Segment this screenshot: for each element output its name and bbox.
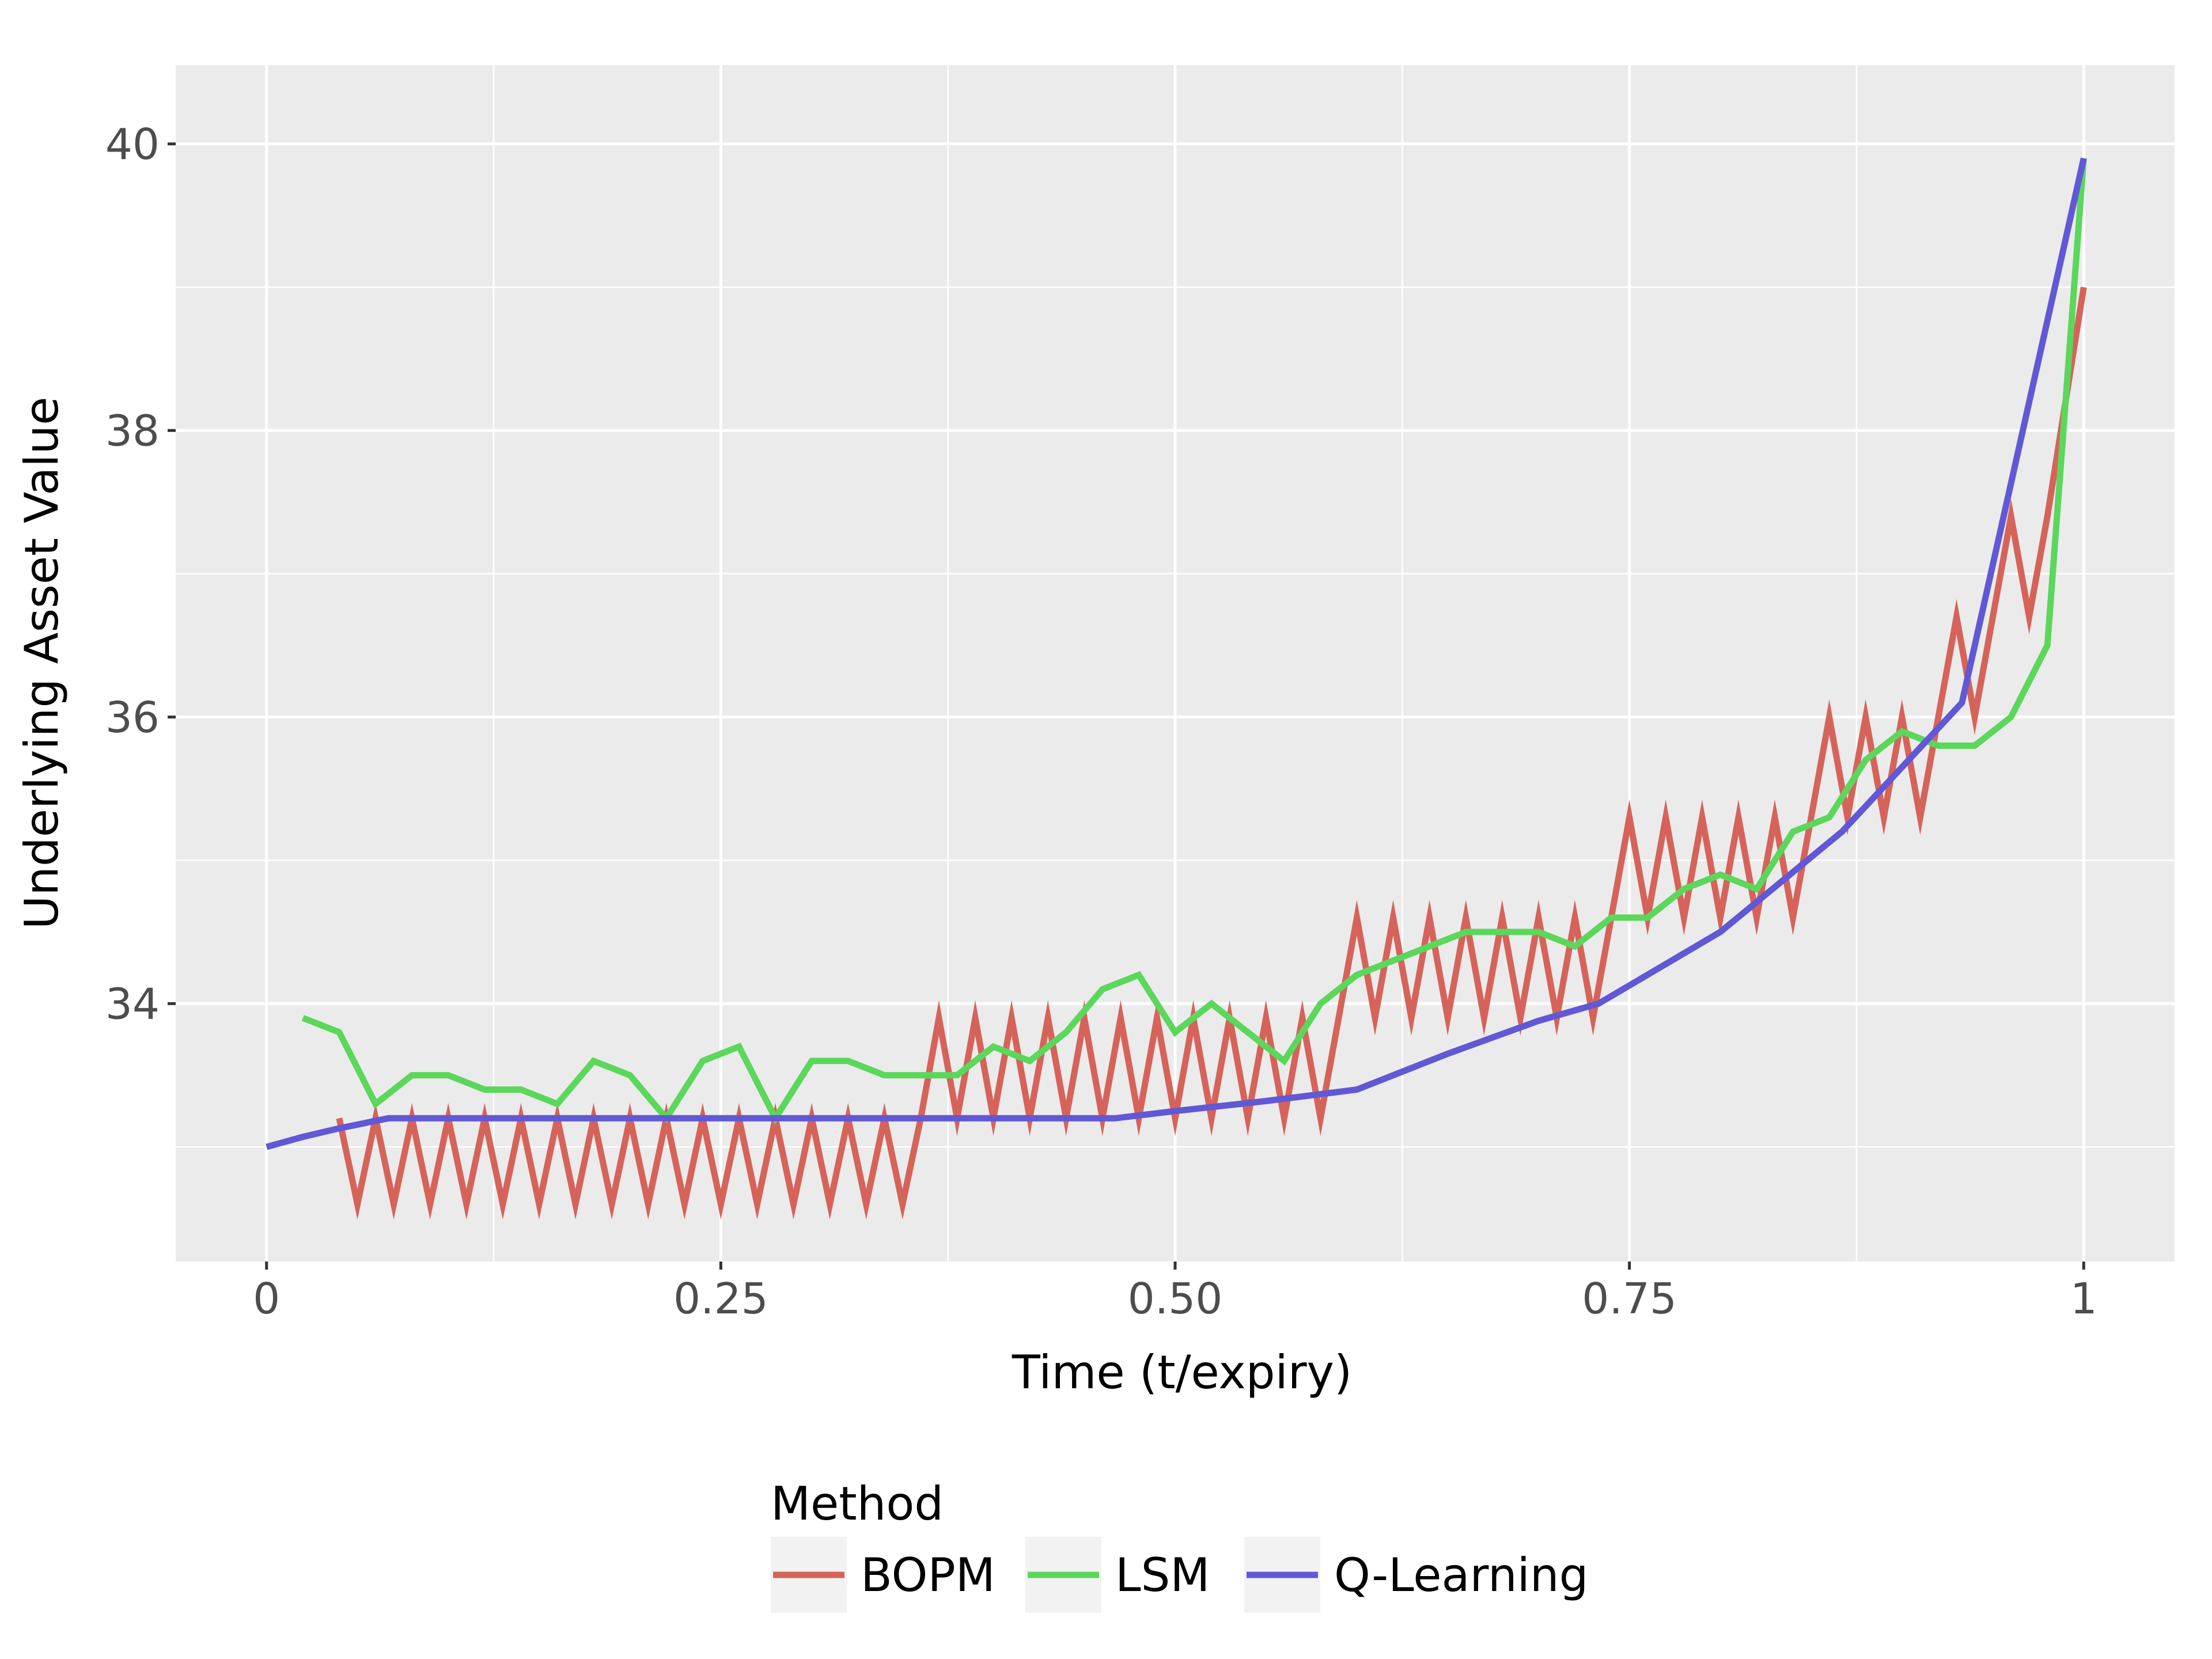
legend-label-lsm: LSM xyxy=(1115,1548,1210,1602)
x-axis-title: Time (t/expiry) xyxy=(1012,1346,1352,1399)
x-axis: 0 0.25 0.50 0.75 1 xyxy=(253,1262,2097,1324)
legend: Method BOPM LSM Q-Learning xyxy=(771,1477,1588,1613)
major-gridlines xyxy=(176,65,2175,1262)
series-lines xyxy=(266,157,2087,1220)
legend-label-bopm: BOPM xyxy=(861,1548,995,1602)
x-tick-label: 0.25 xyxy=(673,1274,768,1324)
series-line-lsm xyxy=(301,158,2087,1125)
x-tick-label: 1 xyxy=(2070,1274,2097,1324)
legend-items: BOPM LSM Q-Learning xyxy=(771,1537,1588,1613)
legend-label-q-learning: Q-Learning xyxy=(1334,1548,1588,1602)
x-tick-label: 0 xyxy=(253,1274,280,1324)
x-tick-label: 0.75 xyxy=(1582,1274,1677,1324)
y-tick-label: 34 xyxy=(105,979,160,1029)
legend-title: Method xyxy=(771,1477,944,1531)
y-tick-label: 40 xyxy=(105,120,160,169)
y-tick-label: 38 xyxy=(105,406,160,456)
series-line-q-learning xyxy=(266,157,2087,1150)
y-tick-label: 36 xyxy=(105,693,160,743)
y-axis-title: Underlying Asset Value xyxy=(15,397,69,930)
x-tick-label: 0.50 xyxy=(1128,1274,1223,1324)
y-axis: 34 36 38 40 xyxy=(105,120,176,1029)
